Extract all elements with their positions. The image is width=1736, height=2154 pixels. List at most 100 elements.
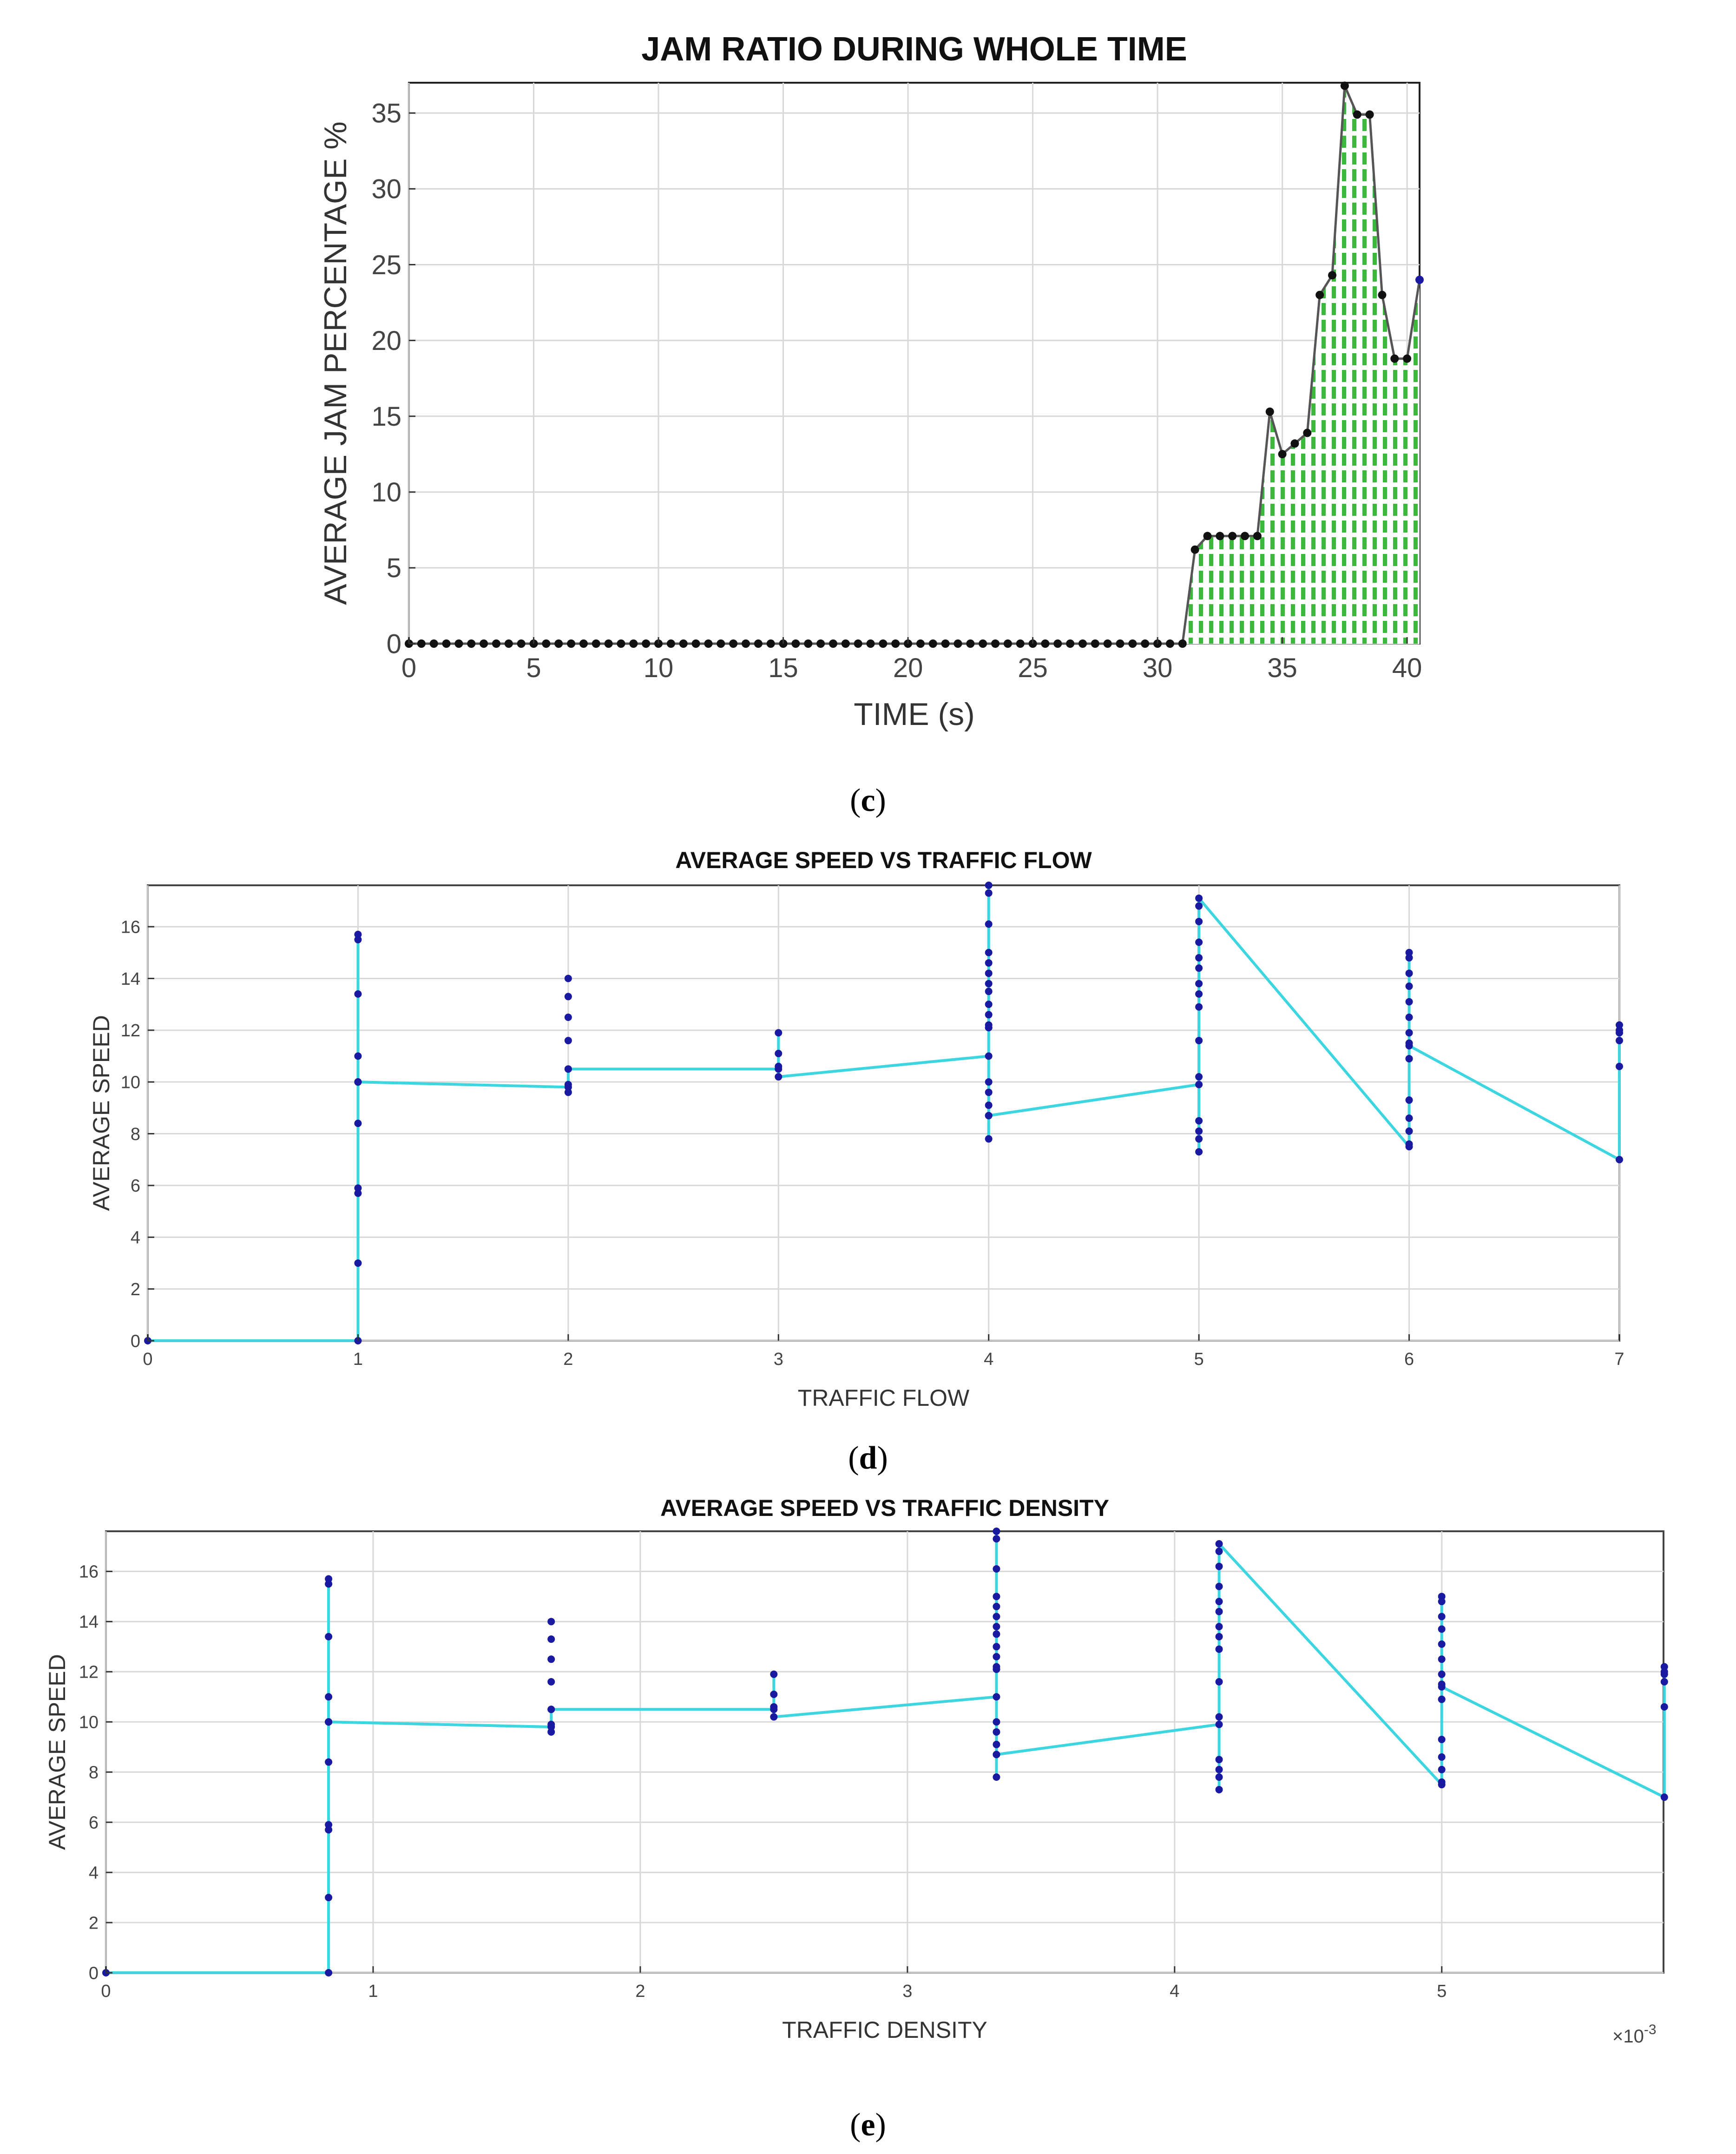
data-point	[1616, 1021, 1623, 1029]
data-point	[354, 930, 362, 938]
data-point	[1660, 1668, 1668, 1676]
panel-caption: (d)	[848, 1440, 888, 1476]
data-point	[1378, 290, 1387, 299]
data-point	[1116, 639, 1124, 648]
data-point	[866, 639, 875, 648]
data-point	[354, 1078, 362, 1086]
data-point	[325, 1718, 333, 1726]
plot-area	[147, 884, 1620, 1342]
x-axis-multiplier: ×10-3	[1612, 2022, 1657, 2047]
data-point	[547, 1635, 555, 1643]
data-point	[1041, 639, 1050, 648]
data-point	[1228, 532, 1237, 540]
data-point	[1215, 1623, 1223, 1631]
data-point	[1215, 1756, 1223, 1764]
x-tick-label: 2	[635, 1982, 645, 2001]
data-point	[891, 639, 900, 648]
x-tick-label: 5	[526, 653, 541, 683]
data-point	[467, 639, 476, 648]
x-tick-label: 35	[1267, 653, 1297, 683]
data-point	[993, 1613, 1000, 1620]
y-tick-label: 2	[89, 1913, 99, 1933]
x-tick-label: 0	[401, 653, 416, 683]
data-point	[1660, 1678, 1668, 1686]
data-point	[1190, 545, 1199, 554]
panel-caption: (c)	[850, 783, 886, 818]
data-point	[993, 1593, 1000, 1601]
data-point	[1328, 271, 1337, 280]
y-axis-label: AVERAGE JAM PERCENTAGE %	[318, 121, 353, 605]
data-point	[1215, 1678, 1223, 1686]
data-point	[480, 639, 488, 648]
data-point	[325, 1894, 333, 1902]
data-point	[1195, 902, 1203, 910]
data-point	[1438, 1670, 1446, 1678]
data-point	[1215, 1713, 1223, 1721]
y-tick-label: 10	[79, 1713, 99, 1732]
data-point	[993, 1728, 1000, 1736]
data-point	[829, 639, 837, 648]
data-point	[1438, 1765, 1446, 1773]
data-point	[567, 639, 576, 648]
x-tick-label: 3	[902, 1982, 912, 2001]
data-point	[1340, 81, 1349, 90]
y-tick-label: 10	[121, 1073, 140, 1092]
y-tick-label: 16	[121, 917, 140, 937]
data-point	[547, 1728, 555, 1736]
data-point	[770, 1670, 778, 1678]
data-point	[1405, 969, 1413, 977]
data-point	[993, 1740, 1000, 1748]
x-tick-label: 40	[1392, 653, 1422, 683]
y-axis-label: AVERAGE SPEED	[44, 1654, 70, 1850]
caption-text: (d)	[848, 1440, 888, 1476]
data-point	[1660, 1793, 1668, 1801]
x-tick-label: 5	[1194, 1350, 1204, 1369]
data-point	[1438, 1695, 1446, 1703]
data-point	[841, 639, 850, 648]
y-tick-label: 6	[131, 1176, 140, 1196]
data-point	[564, 1080, 572, 1088]
data-point	[1403, 354, 1412, 363]
data-point	[354, 1120, 362, 1127]
speed-series-points	[102, 1528, 1668, 1976]
data-point	[816, 639, 825, 648]
data-point	[1215, 1720, 1223, 1728]
y-tick-label: 0	[89, 1963, 99, 1983]
data-point	[1253, 532, 1262, 540]
data-point	[985, 1101, 993, 1109]
data-point	[542, 639, 551, 648]
data-point	[1195, 1135, 1203, 1143]
data-point	[1241, 532, 1249, 540]
data-point	[985, 882, 993, 889]
data-point	[953, 639, 962, 648]
data-point	[1195, 1073, 1203, 1081]
data-point	[354, 935, 362, 943]
data-point	[1195, 1117, 1203, 1125]
y-tick-label: 0	[387, 629, 401, 659]
data-point	[993, 1665, 1000, 1673]
data-point	[1215, 1582, 1223, 1590]
x-tick-label: 0	[101, 1982, 111, 2001]
jam-area	[409, 86, 1420, 644]
data-point	[993, 1602, 1000, 1610]
data-point	[985, 920, 993, 928]
data-point	[1003, 639, 1012, 648]
data-point	[1438, 1778, 1446, 1786]
chart-title: AVERAGE SPEED VS TRAFFIC DENSITY	[660, 1495, 1109, 1521]
y-tick-label: 8	[89, 1763, 99, 1782]
data-point	[666, 639, 675, 648]
y-tick-label: 2	[131, 1280, 140, 1299]
y-axis-label: AVERAGE SPEED	[88, 1015, 114, 1211]
data-point	[1215, 1598, 1223, 1606]
data-point	[564, 1037, 572, 1045]
x-tick-label: 30	[1143, 653, 1173, 683]
data-point	[454, 639, 463, 648]
data-point	[966, 639, 975, 648]
data-point	[1315, 290, 1324, 299]
data-point	[993, 1535, 1000, 1543]
data-point	[1066, 639, 1075, 648]
data-point	[754, 639, 763, 648]
data-point	[1195, 1148, 1203, 1156]
data-point	[993, 1653, 1000, 1660]
